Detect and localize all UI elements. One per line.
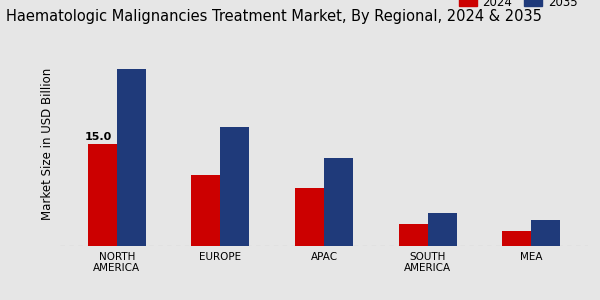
Bar [428, 213, 457, 246]
Bar [88, 144, 117, 246]
Bar [502, 231, 531, 246]
Text: 15.0: 15.0 [85, 132, 112, 142]
Legend: 2024, 2035: 2024, 2035 [454, 0, 582, 13]
Text: Haematologic Malignancies Treatment Market, By Regional, 2024 & 2035: Haematologic Malignancies Treatment Mark… [6, 9, 542, 24]
Bar [117, 69, 146, 246]
Bar [295, 188, 324, 246]
Bar [324, 158, 353, 246]
Bar [191, 175, 220, 246]
Bar [398, 224, 428, 246]
Y-axis label: Market Size in USD Billion: Market Size in USD Billion [41, 68, 55, 220]
Bar [220, 127, 250, 246]
Bar [531, 220, 560, 246]
